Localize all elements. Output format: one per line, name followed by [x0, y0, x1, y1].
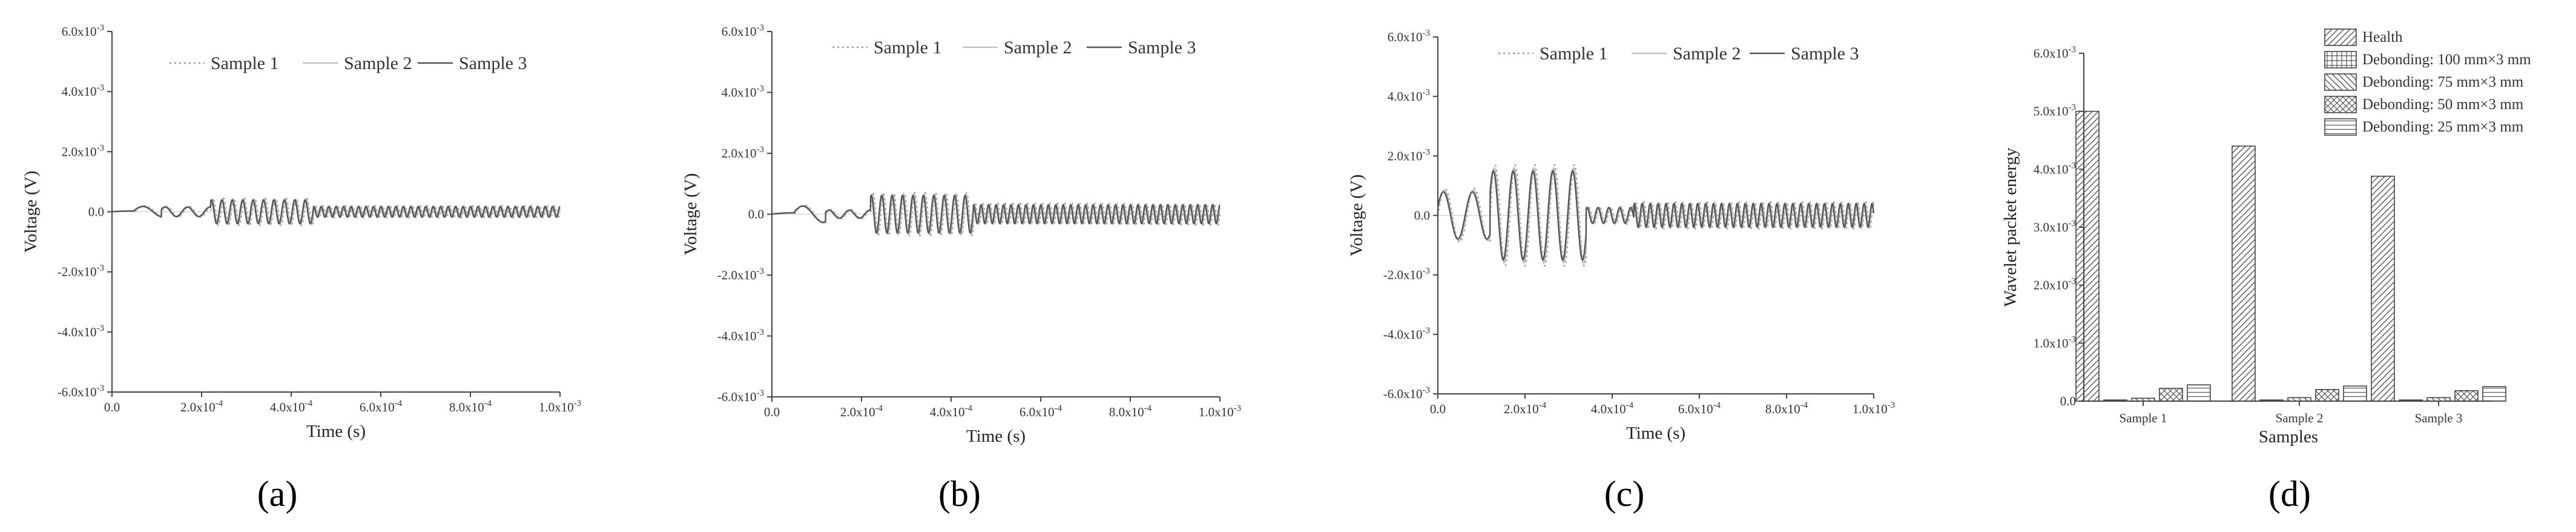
legend-label: Sample 3: [1791, 44, 1859, 64]
x-tick-label: 1.0x10-3: [539, 399, 581, 414]
panel-a-chart: -6.0x10-3 -4.0x10-3 -2.0x10-3 0.0 2.0x10-3 4.…: [21, 23, 581, 514]
legend-label: Sample 1: [1540, 44, 1608, 64]
y-tick-label: 4.0x10-3: [722, 84, 764, 100]
bar: [2315, 389, 2339, 402]
x-tick-label: 4.0x10-4: [930, 404, 973, 419]
x-axis-label: Time (s): [966, 427, 1026, 446]
x-tick-label: 6.0x10-4: [1020, 404, 1062, 419]
legend-swatch: [2324, 51, 2357, 68]
y-tick-label: 2.0x10-3: [62, 143, 104, 159]
y-tick-label: 5.0x10-3: [2034, 103, 2076, 119]
legend-label: Debonding: 100 mm×3 mm: [2362, 52, 2531, 68]
panel-b-chart: -6.0x10-3 -4.0x10-3 -2.0x10-3 0.0 2.0x10-3 4.…: [681, 23, 1241, 514]
y-tick-label: -4.0x10-3: [58, 324, 104, 339]
y-tick-label: 0.0: [748, 207, 764, 222]
y-tick-label: -2.0x10-3: [58, 264, 104, 279]
x-tick-label: 8.0x10-4: [449, 399, 492, 414]
legend-swatch: [2324, 118, 2357, 136]
y-tick-label: -4.0x10-3: [717, 328, 764, 344]
bar: [2075, 110, 2100, 402]
y-tick-label: 6.0x10-3: [2034, 45, 2076, 61]
y-tick-label: 4.0x10-3: [1388, 88, 1430, 104]
x-tick-label: 8.0x10-4: [1765, 401, 1808, 416]
y-tick-label: 0.0: [88, 205, 104, 219]
y-axis-label: Voltage (V): [681, 173, 700, 256]
y-tick-label: 2.0x10-3: [2034, 277, 2076, 293]
x-tick-label: 0.0: [1430, 402, 1446, 416]
x-tick-label: Sample 2: [2276, 411, 2324, 425]
x-axis-label: Time (s): [1626, 424, 1685, 443]
x-tick-label: Sample 3: [2415, 411, 2463, 425]
series-line-1: [1437, 164, 1874, 267]
x-tick-label: 0.0: [764, 405, 780, 419]
y-tick-label: 6.0x10-3: [722, 23, 764, 39]
x-tick-label: 4.0x10-4: [270, 399, 313, 414]
series-line-3: [1437, 170, 1875, 261]
y-tick-label: -6.0x10-3: [58, 384, 104, 399]
panel-label: (d): [2268, 474, 2311, 514]
legend-label: Debonding: 50 mm×3 mm: [2362, 96, 2524, 113]
x-tick-label: 2.0x10-4: [840, 404, 883, 419]
y-tick-label: 4.0x10-3: [62, 83, 104, 99]
legend-swatch: [2324, 28, 2357, 46]
x-tick-label: Sample 1: [2120, 411, 2167, 425]
legend-swatch: [2324, 73, 2357, 91]
x-tick-label: 6.0x10-4: [360, 399, 403, 414]
bar: [2232, 145, 2256, 402]
bar: [2159, 388, 2183, 402]
y-tick-label: 3.0x10-3: [2034, 219, 2076, 234]
panel-label: (c): [1604, 474, 1645, 514]
y-tick-label: -6.0x10-3: [1383, 385, 1430, 401]
panel-label: (a): [257, 474, 298, 514]
bar: [2343, 385, 2367, 402]
x-tick-label: 6.0x10-4: [1678, 401, 1721, 416]
legend-label: Sample 1: [874, 38, 942, 58]
legend-label: Debonding: 75 mm×3 mm: [2362, 74, 2524, 90]
legend-label: Sample 2: [344, 53, 412, 73]
bar: [2454, 390, 2479, 402]
y-axis-label: Wavelet packet energy: [2001, 147, 2020, 307]
y-tick-label: -2.0x10-3: [1383, 267, 1430, 282]
y-axis-label: Voltage (V): [21, 171, 41, 253]
x-tick-label: 8.0x10-4: [1109, 404, 1152, 419]
x-tick-label: 2.0x10-4: [180, 399, 223, 414]
panel-label: (b): [938, 474, 981, 514]
legend-label: Sample 2: [1673, 44, 1741, 64]
x-tick-label: 4.0x10-4: [1591, 401, 1634, 416]
series-line-1: [771, 191, 1221, 237]
y-tick-label: 0.0: [1414, 208, 1430, 223]
legend-swatch: [2324, 96, 2357, 113]
legend-label: Debonding: 25 mm×3 mm: [2362, 119, 2524, 135]
y-tick-label: 6.0x10-3: [1388, 28, 1430, 44]
legend-label: Sample 1: [211, 53, 279, 73]
y-tick-label: -2.0x10-3: [717, 267, 764, 282]
legend-label: Sample 3: [1128, 38, 1196, 58]
x-axis-label: Time (s): [306, 422, 366, 441]
x-tick-label: 2.0x10-4: [1504, 401, 1547, 416]
y-tick-label: 0.0: [2060, 394, 2076, 408]
y-tick-label: -6.0x10-3: [717, 388, 764, 404]
x-tick-label: 1.0x10-3: [1853, 401, 1895, 416]
y-tick-label: 2.0x10-3: [722, 145, 764, 161]
series-line-3: [112, 199, 561, 225]
y-axis-label: Voltage (V): [1347, 175, 1366, 257]
y-tick-label: 4.0x10-3: [2034, 161, 2076, 176]
y-tick-label: 2.0x10-3: [1388, 147, 1430, 163]
legend-label: Health: [2362, 29, 2403, 45]
series-line-3: [772, 194, 1220, 234]
panel-c-chart: -6.0x10-3 -4.0x10-3 -2.0x10-3 0.0 2.0x10-3 4.…: [1347, 28, 1895, 514]
x-axis-label: Samples: [2259, 427, 2318, 447]
legend-label: Sample 2: [1004, 38, 1072, 58]
panel-d-chart: 0.0 1.0x10-3 2.0x10-3 3.0x10-3 4.0x10-3 5.0x1…: [2001, 28, 2531, 514]
y-tick-label: -4.0x10-3: [1383, 326, 1430, 342]
x-tick-label: 0.0: [104, 400, 120, 414]
bar: [2187, 384, 2211, 402]
legend-label: Sample 3: [459, 53, 527, 73]
x-tick-label: 1.0x10-3: [1199, 404, 1241, 419]
y-tick-label: 6.0x10-3: [62, 23, 104, 39]
bar: [2482, 386, 2506, 402]
bar: [2371, 176, 2395, 402]
y-tick-label: 1.0x10-3: [2034, 334, 2076, 350]
